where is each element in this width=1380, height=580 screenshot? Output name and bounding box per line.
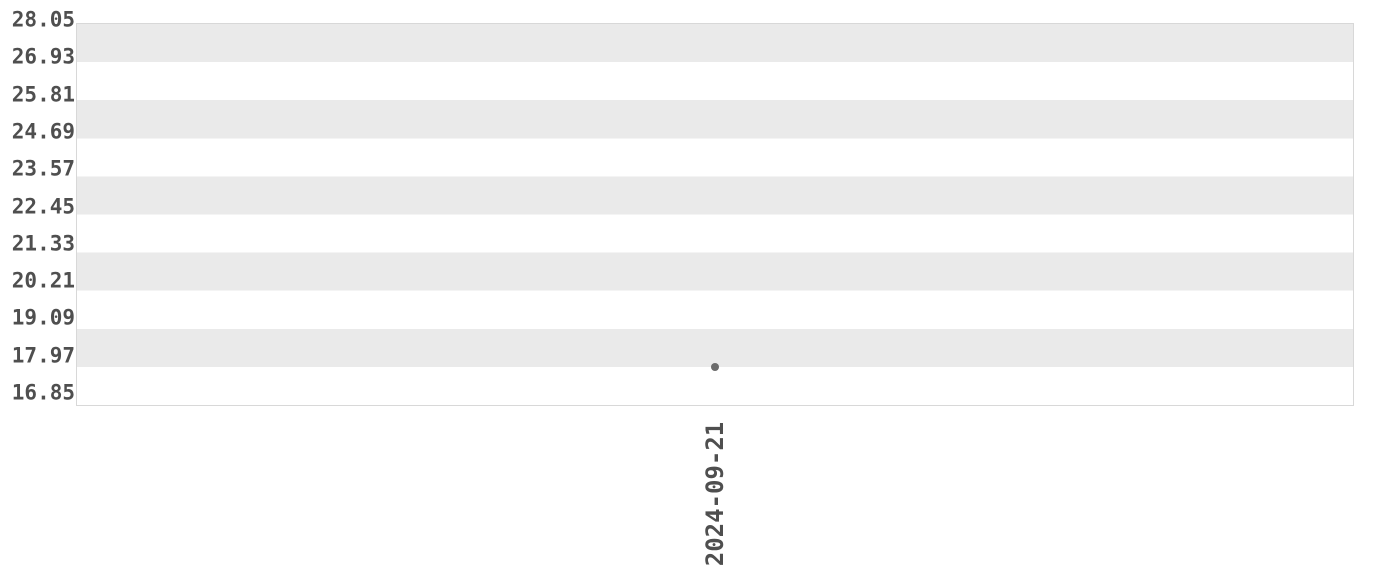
y-axis-tick-label: 28.05 <box>11 7 75 32</box>
y-axis-tick-label: 23.57 <box>11 156 75 181</box>
plot-area[interactable] <box>75 22 1354 406</box>
data-point[interactable] <box>710 362 719 371</box>
y-axis-tick-label: 19.09 <box>11 305 75 330</box>
y-axis-tick-label: 17.97 <box>11 343 75 368</box>
y-axis-tick-label: 24.69 <box>11 119 75 144</box>
y-axis-tick-label: 25.81 <box>11 82 75 107</box>
x-axis-tick-label: 2024-09-21 <box>700 421 729 566</box>
y-axis-tick-label: 21.33 <box>11 231 75 256</box>
y-axis-tick-label: 26.93 <box>11 44 75 69</box>
y-axis: 28.05 26.93 25.81 24.69 23.57 22.45 21.33 20.21… <box>0 0 75 420</box>
y-axis-tick-label: 20.21 <box>11 268 75 293</box>
y-axis-tick-label: 16.85 <box>11 380 75 405</box>
y-axis-tick-label: 22.45 <box>11 194 75 218</box>
